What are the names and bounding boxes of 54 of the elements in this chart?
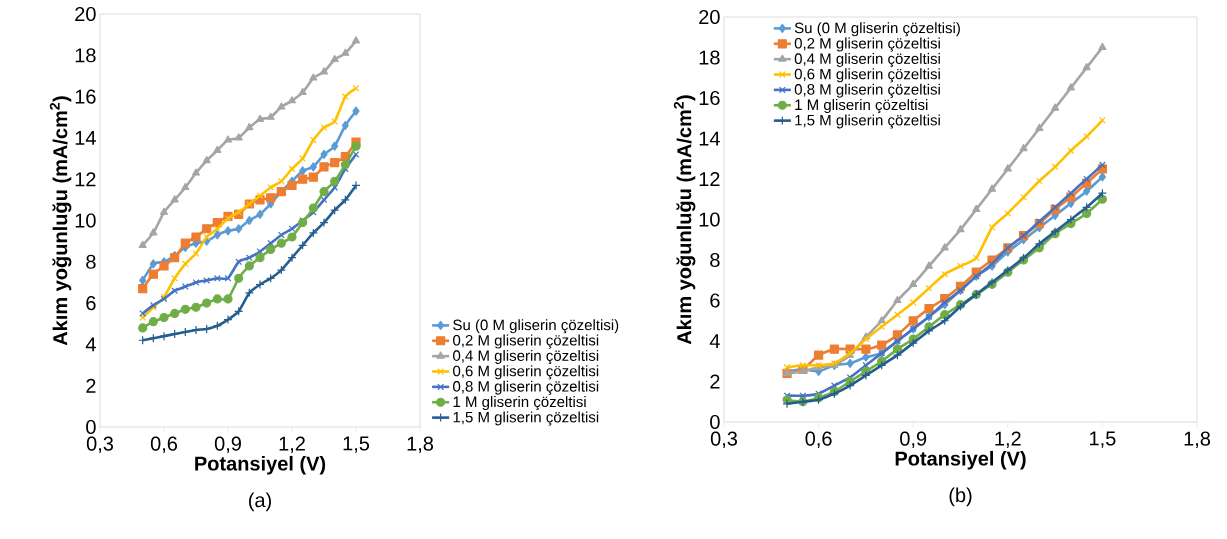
legend-label: 0,4 M gliserin çözeltisi	[453, 349, 599, 365]
y-tick-label: 18	[75, 48, 96, 63]
x-axis-title: Potansiyel (V)	[195, 455, 326, 475]
y-tick-label: 16	[699, 90, 720, 106]
y-axis-title: Akım yoğunluğu (mA/cm$^{2}$)	[673, 95, 696, 345]
x-tick-label: 0,6	[805, 431, 832, 449]
y-tick-label: 10	[75, 213, 96, 228]
y-axis-title: Akım yoğunluğu (mA/cm$^{2}$)	[49, 96, 72, 346]
y-tick-label: 2	[86, 378, 96, 393]
x-tick-label: 0,9	[214, 436, 241, 454]
y-tick-label: 18	[699, 50, 720, 65]
y-tick-label: 6	[86, 296, 96, 311]
y-tick-label: 12	[699, 172, 720, 186]
y-tick-label: 4	[709, 334, 720, 348]
legend-label: 0,4 M gliserin çözeltisi	[794, 52, 940, 68]
y-tick-label: 14	[699, 131, 720, 146]
y-tick-label: 0	[710, 414, 720, 430]
y-tick-label: 20	[699, 9, 720, 25]
legend-label: 1 M gliserin çözeltisi	[453, 396, 586, 411]
y-tick-label: 2	[710, 374, 720, 389]
legend-label: Su (0 M gliserin çözeltisi)	[453, 319, 619, 334]
x-axis-title: Potansiyel (V)	[895, 450, 1026, 470]
y-tick-label: 20	[75, 6, 96, 22]
y-tick-label: 8	[710, 252, 720, 268]
x-tick-label: 1,5	[1090, 431, 1116, 448]
y-tick-label: 0	[86, 419, 96, 435]
legend-label: 1 M gliserin çözeltisi	[795, 99, 928, 114]
legend-label: Su (0 M gliserin çözeltisi)	[794, 22, 960, 37]
y-tick-label: 8	[86, 254, 96, 269]
x-tick-label: 0,9	[900, 431, 927, 449]
y-tick-label: 6	[710, 293, 720, 308]
x-tick-label: 1,8	[407, 436, 434, 454]
legend-label: 0,2 M gliserin çözeltisi	[453, 334, 599, 349]
y-tick-label: 14	[75, 131, 96, 145]
legend-label: 0,8 M gliserin çözeltisi	[794, 83, 940, 98]
x-tick-label: 1,8	[1184, 431, 1211, 449]
x-tick-label: 0,3	[710, 431, 738, 449]
text: (a)	[249, 492, 271, 512]
x-tick-label: 1,2	[279, 436, 305, 454]
x-tick-label: 0,6	[150, 436, 178, 454]
legend-label: 0,2 M gliserin çözeltisi	[794, 37, 940, 52]
x-tick-label: 1,2	[995, 431, 1021, 449]
x-tick-label: 0,3	[86, 436, 114, 454]
y-tick-label: 12	[75, 172, 96, 187]
legend-label: 0,6 M gliserin çözeltisi	[453, 365, 599, 380]
x-tick-label: 1,5	[343, 436, 370, 453]
legend-label: 1,5 M gliserin çözeltisi	[453, 411, 599, 426]
text: (b)	[949, 487, 972, 507]
y-tick-label: 10	[699, 212, 720, 227]
y-tick-label: 4	[85, 337, 96, 352]
y-tick-label: 16	[75, 89, 96, 104]
legend-label: 1,5 M gliserin çözeltisi	[795, 114, 940, 129]
legend-label: 0,6 M gliserin çözeltisi	[794, 68, 940, 83]
legend-label: 0,8 M gliserin çözeltisi	[453, 380, 599, 395]
